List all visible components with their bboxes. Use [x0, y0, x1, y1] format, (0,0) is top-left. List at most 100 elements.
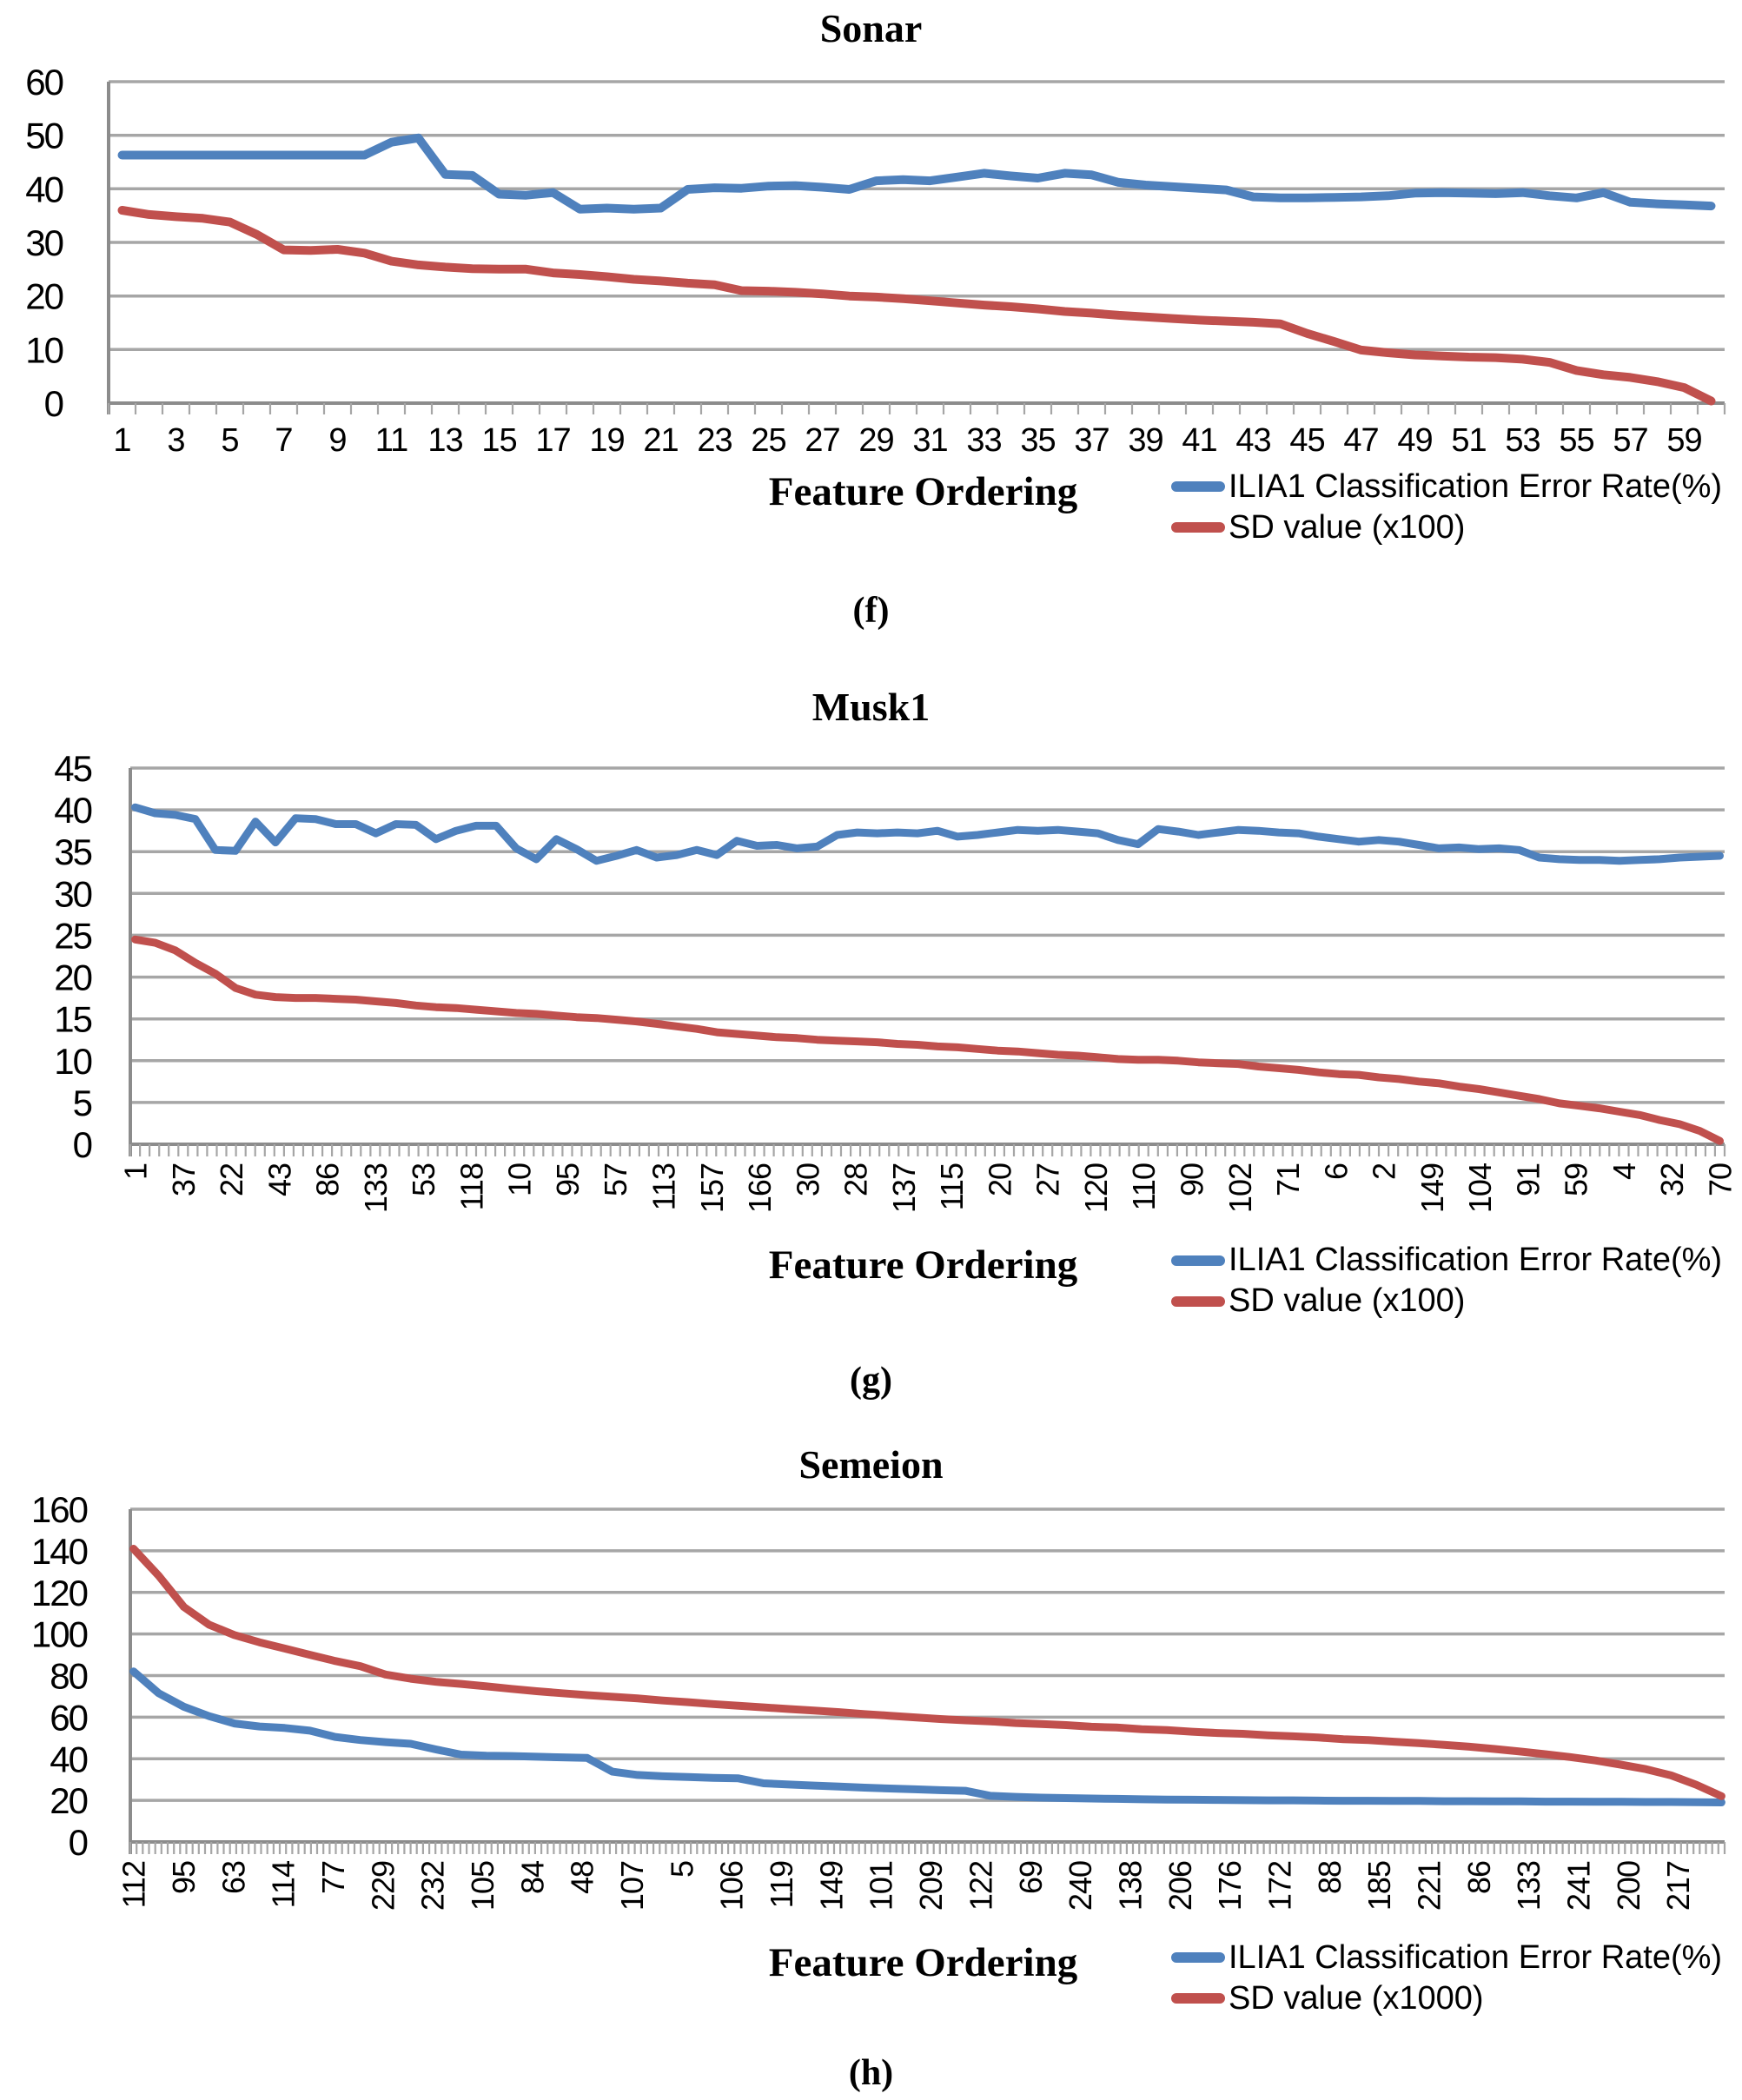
svg-text:28: 28: [838, 1163, 874, 1196]
svg-text:59: 59: [1666, 422, 1701, 459]
svg-text:86: 86: [1461, 1861, 1497, 1894]
svg-text:57: 57: [598, 1163, 633, 1196]
svg-text:60: 60: [50, 1697, 87, 1738]
svg-text:133: 133: [358, 1163, 394, 1213]
legend-label: ILIA1 Classification Error Rate(%): [1229, 467, 1723, 505]
svg-text:5: 5: [664, 1861, 699, 1878]
chart-musk1: Musk1 0 5 10 15 20 25 30 35 40 45 1 37 22 43 86 133 53 11…: [0, 684, 1742, 1402]
svg-text:37: 37: [166, 1163, 202, 1196]
svg-text:23: 23: [697, 422, 732, 459]
svg-text:77: 77: [315, 1861, 351, 1894]
svg-text:217: 217: [1660, 1861, 1696, 1911]
svg-text:40: 40: [50, 1739, 87, 1779]
svg-text:80: 80: [50, 1655, 87, 1696]
svg-text:15: 15: [54, 999, 91, 1040]
svg-text:88: 88: [1312, 1861, 1348, 1894]
svg-text:60: 60: [25, 62, 63, 103]
svg-text:110: 110: [1126, 1163, 1162, 1210]
chart-sonar: Sonar 0 10 20 30 40 50 60 1 3 5 7 9 11 13 15 17 19 21 23 25…: [0, 6, 1742, 632]
legend-label: SD value (x100): [1229, 508, 1466, 546]
svg-text:20: 20: [982, 1163, 1017, 1196]
legend: ILIA1 Classification Error Rate(%) SD va…: [1171, 467, 1722, 548]
svg-text:157: 157: [694, 1163, 730, 1213]
svg-text:27: 27: [1030, 1163, 1066, 1196]
svg-text:2: 2: [1367, 1163, 1402, 1180]
legend-label: SD value (x100): [1229, 1282, 1466, 1320]
svg-text:31: 31: [912, 422, 947, 459]
svg-text:10: 10: [25, 329, 63, 370]
svg-text:49: 49: [1397, 422, 1432, 459]
chart-semeion: Semeion 0 20 40 60 80 100 120 140 160 112 95 63 114 7…: [0, 1443, 1742, 2094]
svg-text:30: 30: [54, 873, 91, 914]
svg-text:25: 25: [54, 916, 91, 957]
sonar-axis-footer: Feature Ordering ILIA1 Classification Er…: [0, 468, 1742, 564]
svg-text:45: 45: [54, 748, 91, 789]
svg-text:47: 47: [1343, 422, 1378, 459]
svg-text:53: 53: [406, 1163, 441, 1196]
svg-text:149: 149: [1414, 1163, 1450, 1213]
svg-text:105: 105: [465, 1861, 500, 1911]
red-line-swatch: [1171, 1993, 1225, 2004]
legend-item: SD value (x100): [1171, 1281, 1722, 1322]
svg-text:106: 106: [714, 1861, 750, 1911]
red-line-swatch: [1171, 1295, 1225, 1307]
svg-text:114: 114: [266, 1861, 301, 1908]
blue-line-swatch: [1171, 481, 1225, 493]
svg-text:1: 1: [113, 422, 130, 459]
svg-text:43: 43: [1235, 422, 1270, 459]
x-axis-title: Feature Ordering: [768, 468, 1078, 514]
svg-text:20: 20: [50, 1780, 87, 1821]
svg-text:112: 112: [116, 1861, 152, 1908]
svg-text:32: 32: [1654, 1163, 1690, 1196]
svg-text:15: 15: [481, 422, 516, 459]
svg-text:7: 7: [275, 422, 292, 459]
svg-text:10: 10: [502, 1163, 538, 1196]
svg-text:48: 48: [565, 1861, 600, 1894]
svg-text:240: 240: [1063, 1861, 1098, 1911]
svg-text:119: 119: [764, 1861, 799, 1908]
semeion-axis-footer: Feature Ordering ILIA1 Classification Er…: [0, 1939, 1742, 2035]
svg-text:17: 17: [535, 422, 570, 459]
svg-text:137: 137: [886, 1163, 922, 1213]
figure-caption: (h): [848, 2052, 894, 2093]
svg-text:41: 41: [1182, 422, 1216, 459]
svg-text:30: 30: [790, 1163, 825, 1196]
svg-text:20: 20: [54, 957, 91, 998]
svg-text:100: 100: [31, 1613, 88, 1654]
svg-text:71: 71: [1270, 1163, 1306, 1196]
legend-item: ILIA1 Classification Error Rate(%): [1171, 1240, 1722, 1281]
svg-text:6: 6: [1318, 1163, 1354, 1180]
svg-text:185: 185: [1361, 1861, 1397, 1911]
svg-text:102: 102: [1222, 1163, 1258, 1213]
svg-text:50: 50: [25, 115, 63, 156]
svg-text:149: 149: [813, 1861, 849, 1911]
svg-text:107: 107: [614, 1861, 650, 1911]
svg-text:138: 138: [1113, 1861, 1149, 1911]
svg-text:63: 63: [215, 1861, 251, 1894]
legend-item: SD value (x100): [1171, 507, 1722, 548]
svg-text:229: 229: [365, 1861, 401, 1911]
legend-item: SD value (x1000): [1171, 1978, 1722, 2019]
svg-text:176: 176: [1212, 1861, 1248, 1911]
svg-text:209: 209: [913, 1861, 949, 1911]
svg-text:0: 0: [44, 383, 63, 424]
svg-text:33: 33: [966, 422, 1001, 459]
svg-text:59: 59: [1559, 1163, 1594, 1196]
svg-text:104: 104: [1462, 1163, 1498, 1213]
svg-text:90: 90: [1175, 1163, 1210, 1196]
svg-text:21: 21: [643, 422, 678, 459]
svg-text:69: 69: [1013, 1861, 1049, 1894]
svg-text:91: 91: [1510, 1163, 1546, 1196]
svg-text:0: 0: [69, 1822, 88, 1863]
svg-text:115: 115: [934, 1163, 970, 1210]
svg-text:22: 22: [214, 1163, 249, 1196]
chart-title-musk1: Musk1: [811, 684, 931, 729]
svg-text:55: 55: [1559, 422, 1593, 459]
svg-text:10: 10: [54, 1041, 91, 1082]
svg-text:241: 241: [1561, 1861, 1597, 1911]
svg-text:51: 51: [1451, 422, 1486, 459]
svg-text:35: 35: [54, 831, 91, 872]
svg-text:40: 40: [25, 169, 63, 209]
